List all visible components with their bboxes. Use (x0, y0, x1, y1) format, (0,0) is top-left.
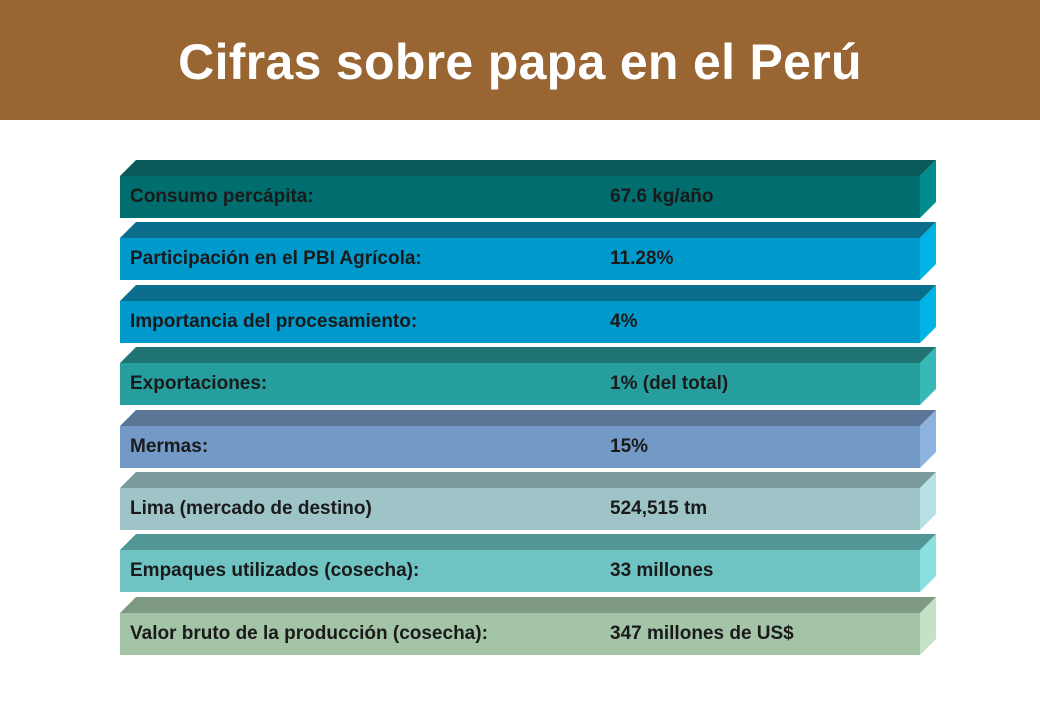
figure-row: Participación en el PBI Agrícola: 11.28% (120, 222, 940, 281)
bar-shape (120, 284, 936, 343)
bar-top-face (120, 347, 936, 364)
figure-row: Exportaciones: 1% (del total) (120, 347, 940, 406)
bar-top-face (120, 284, 936, 301)
figure-row: Valor bruto de la producción (cosecha): 3… (120, 596, 940, 655)
figure-value: 11.28% (610, 248, 674, 270)
figure-label: Empaques utilizados (cosecha): (130, 560, 420, 582)
bar-side-face (920, 222, 936, 281)
bar-shape (120, 534, 936, 593)
bar-front-face (120, 425, 920, 468)
figure-row: Empaques utilizados (cosecha): 33 millone… (120, 534, 940, 593)
title-band: Cifras sobre papa en el Perú (0, 0, 1040, 120)
bar-shape (120, 596, 936, 655)
bar-side-face (920, 284, 936, 343)
figure-value: 524,515 tm (610, 498, 708, 519)
bar-top-face (120, 534, 936, 551)
bar-front-face (120, 550, 920, 593)
bar-front-face (120, 300, 920, 343)
figure-label: Mermas: (130, 435, 209, 457)
bar-front-face (120, 238, 920, 281)
bar-side-face (920, 596, 936, 655)
figure-value: 347 millones de US$ (610, 622, 794, 644)
bar-shape (120, 160, 936, 218)
figure-label: Valor bruto de la producción (cosecha): (130, 622, 488, 644)
bar-shape (120, 409, 936, 468)
slide-title: Cifras sobre papa en el Perú (178, 34, 862, 90)
bar-front-face (120, 488, 920, 530)
figure-row: Importancia del procesamiento: 4% (120, 284, 940, 343)
bar-side-face (920, 347, 936, 406)
figure-row: Consumo percápita: 67.6 kg/año (120, 160, 940, 218)
figure-value: 15% (610, 435, 649, 457)
figure-value: 4% (610, 310, 638, 332)
figure-value: 1% (del total) (610, 373, 729, 395)
bar-shape (120, 347, 936, 406)
bar-shape (120, 472, 936, 530)
bar-front-face (120, 612, 920, 655)
figure-label: Lima (mercado de destino) (130, 498, 372, 519)
figure-label: Participación en el PBI Agrícola: (130, 248, 422, 270)
bar-top-face (120, 472, 936, 488)
bar-side-face (920, 409, 936, 468)
bar-top-face (120, 222, 936, 239)
bar-shape (120, 222, 936, 281)
figure-label: Consumo percápita: (130, 186, 314, 207)
figure-value: 67.6 kg/año (610, 186, 714, 207)
figure-label: Exportaciones: (130, 373, 268, 395)
figure-label: Importancia del procesamiento: (130, 310, 418, 332)
bar-top-face (120, 409, 936, 426)
bar-side-face (920, 472, 936, 530)
bar-front-face (120, 363, 920, 406)
bar-top-face (120, 596, 936, 613)
figure-value: 33 millones (610, 560, 714, 582)
bar-top-face (120, 160, 936, 176)
figure-row: Mermas: 15% (120, 409, 940, 468)
figure-row: Lima (mercado de destino) 524,515 tm (120, 472, 940, 530)
bar-front-face (120, 176, 920, 218)
bar-side-face (920, 160, 936, 218)
bar-side-face (920, 534, 936, 593)
